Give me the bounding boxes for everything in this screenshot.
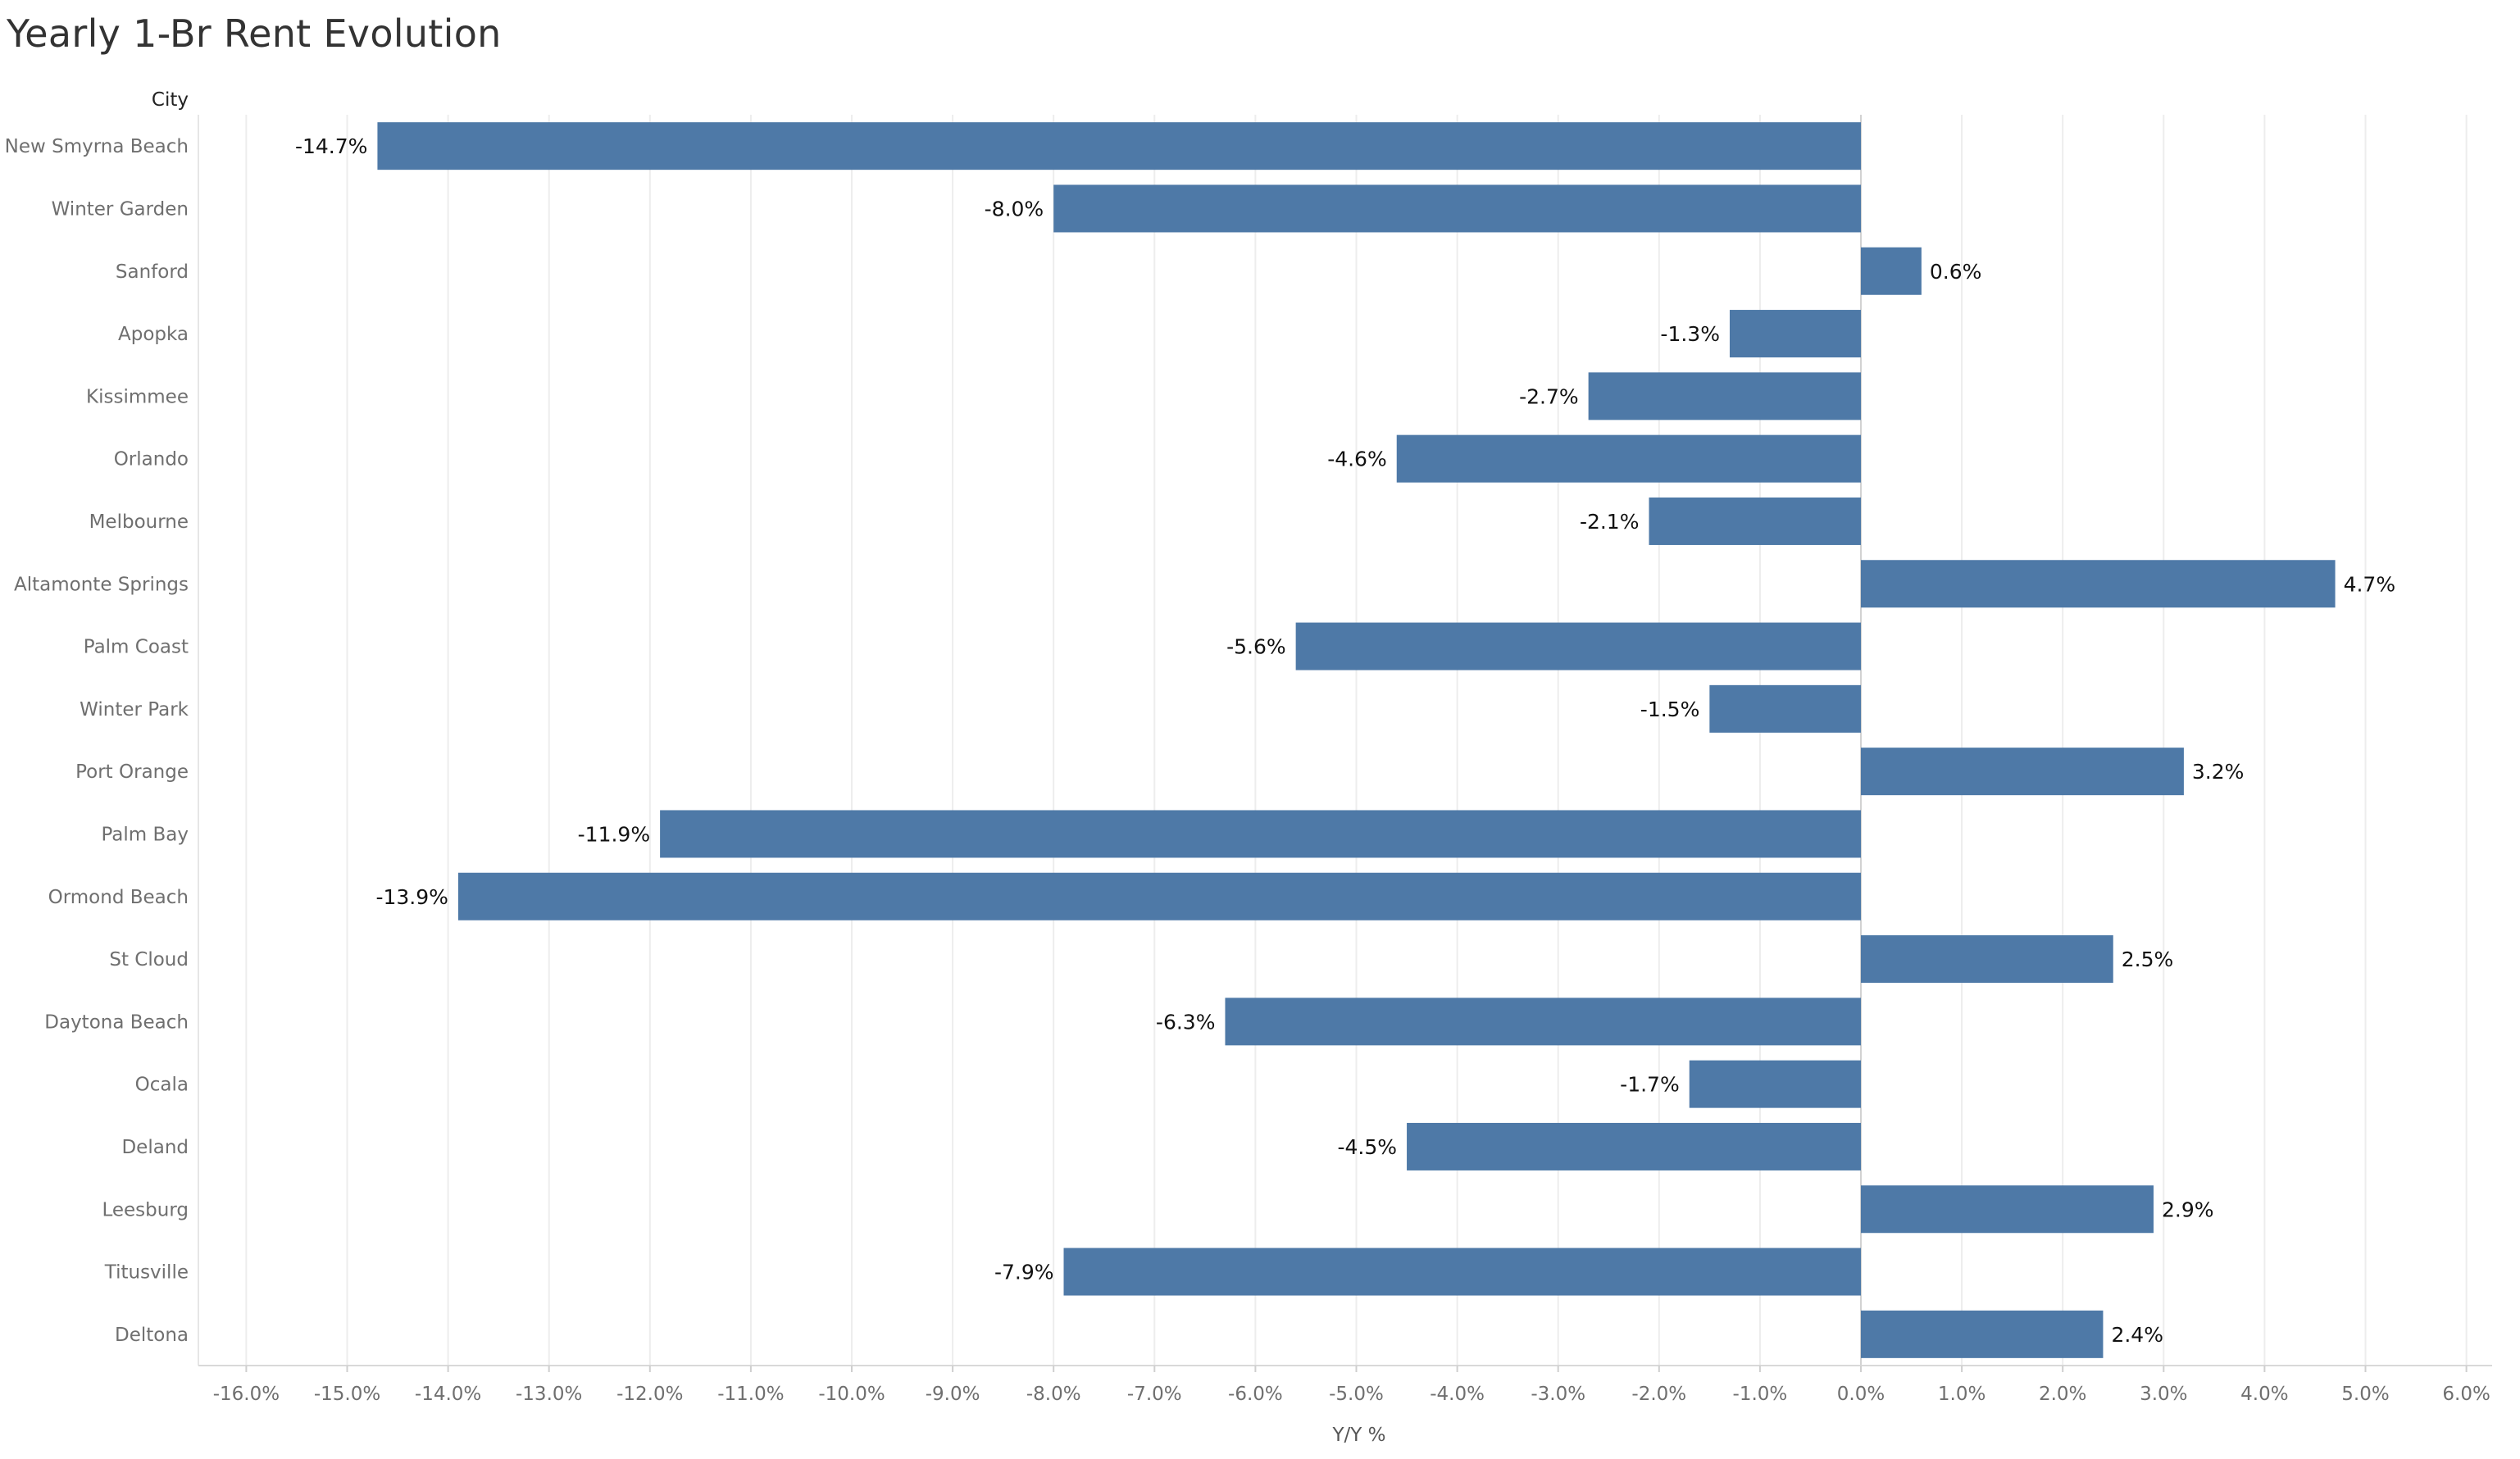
category-label: Orlando xyxy=(114,449,189,470)
x-tick-label: 5.0% xyxy=(2341,1384,2389,1405)
x-tick-label: -10.0% xyxy=(818,1384,885,1405)
category-label: St Cloud xyxy=(109,949,189,970)
bar xyxy=(1709,684,1861,733)
category-label: Sanford xyxy=(116,261,189,283)
bar xyxy=(1407,1122,1861,1170)
category-label: Deland xyxy=(121,1137,189,1158)
data-label: -1.5% xyxy=(1640,698,1700,721)
grid-lines xyxy=(198,115,2492,1366)
bar xyxy=(1861,935,2113,984)
bar xyxy=(1588,372,1861,420)
data-label: 0.6% xyxy=(1930,260,1982,284)
x-tick-label: -1.0% xyxy=(1733,1384,1788,1405)
data-label: 2.5% xyxy=(2122,948,2174,971)
data-label: 2.9% xyxy=(2162,1198,2214,1221)
x-axis-title: Y/Y % xyxy=(1331,1425,1385,1446)
data-label: -4.5% xyxy=(1338,1135,1398,1159)
x-tick-label: -3.0% xyxy=(1531,1384,1585,1405)
data-label: -2.1% xyxy=(1580,510,1640,534)
category-label: Titusville xyxy=(104,1262,189,1284)
data-label: 4.7% xyxy=(2344,572,2396,596)
bar xyxy=(377,122,1862,170)
data-label: -4.6% xyxy=(1327,448,1387,471)
bar xyxy=(1689,1060,1861,1108)
bar xyxy=(1063,1248,1861,1296)
data-label: -5.6% xyxy=(1226,635,1286,659)
x-tick-label: -4.0% xyxy=(1430,1384,1485,1405)
bars: -14.7% -8.0% 0.6% -1.3% -2.7% -4.6% -2.1% 4.7% -… xyxy=(295,122,2395,1358)
x-axis-ticks: -16.0% -15.0% -14.0% -13.0% -12.0% -11.0% -10.… xyxy=(213,1366,2490,1405)
category-label: Palm Coast xyxy=(84,637,189,658)
category-label: Winter Garden xyxy=(52,198,189,220)
x-tick-label: 0.0% xyxy=(1837,1384,1885,1405)
x-tick-label: -8.0% xyxy=(1026,1384,1081,1405)
bar xyxy=(457,872,1862,920)
x-tick-label: -11.0% xyxy=(717,1384,784,1405)
bar xyxy=(1861,560,2336,608)
x-tick-label: 3.0% xyxy=(2140,1384,2187,1405)
category-label: Altamonte Springs xyxy=(14,574,189,595)
x-tick-label: 4.0% xyxy=(2240,1384,2288,1405)
data-label: -11.9% xyxy=(578,822,650,846)
bar xyxy=(1295,622,1861,670)
category-label: Palm Bay xyxy=(101,824,189,845)
data-label: -8.0% xyxy=(985,197,1044,220)
x-tick-label: -12.0% xyxy=(616,1384,683,1405)
x-tick-label: -14.0% xyxy=(415,1384,481,1405)
chart-title: Yearly 1-Br Rent Evolution xyxy=(7,11,502,56)
data-label: 2.4% xyxy=(2111,1323,2163,1347)
bar xyxy=(1225,998,1861,1046)
bar xyxy=(1649,497,1861,545)
data-label: -13.9% xyxy=(375,885,448,909)
category-label: Leesburg xyxy=(102,1199,189,1220)
x-tick-label: -6.0% xyxy=(1228,1384,1283,1405)
bar xyxy=(1861,1185,2154,1234)
bar xyxy=(1053,184,1861,233)
category-label: Kissimmee xyxy=(86,386,189,407)
category-label: Ormond Beach xyxy=(48,887,189,908)
bar xyxy=(660,810,1861,858)
category-label: Melbourne xyxy=(89,511,189,533)
category-label: Ocala xyxy=(135,1075,189,1096)
data-label: 3.2% xyxy=(2192,760,2245,784)
category-label: New Smyrna Beach xyxy=(5,136,189,157)
category-header: City xyxy=(152,89,189,111)
category-labels: New Smyrna Beach Winter Garden Sanford Apop… xyxy=(5,136,189,1346)
category-label: Apopka xyxy=(118,324,189,345)
data-label: -14.7% xyxy=(295,134,367,158)
category-label: Winter Park xyxy=(80,699,189,720)
bar xyxy=(1861,1310,2104,1358)
x-tick-label: -7.0% xyxy=(1127,1384,1182,1405)
data-label: -2.7% xyxy=(1519,384,1579,408)
bar xyxy=(1861,748,2184,796)
bar xyxy=(1861,247,1922,295)
data-label: -1.7% xyxy=(1620,1073,1680,1097)
category-label: Deltona xyxy=(115,1325,189,1346)
x-tick-label: -9.0% xyxy=(926,1384,980,1405)
x-tick-label: -5.0% xyxy=(1329,1384,1384,1405)
category-label: Port Orange xyxy=(75,761,189,783)
x-tick-label: -13.0% xyxy=(516,1384,582,1405)
x-tick-label: 1.0% xyxy=(1938,1384,1986,1405)
x-tick-label: 2.0% xyxy=(2039,1384,2086,1405)
x-tick-label: 6.0% xyxy=(2442,1384,2490,1405)
category-label: Daytona Beach xyxy=(44,1011,189,1033)
bar xyxy=(1729,310,1861,358)
bar xyxy=(1396,434,1861,483)
x-tick-label: -15.0% xyxy=(314,1384,380,1405)
data-label: -7.9% xyxy=(994,1261,1054,1284)
x-tick-label: -2.0% xyxy=(1631,1384,1686,1405)
data-label: -6.3% xyxy=(1156,1010,1216,1034)
x-tick-label: -16.0% xyxy=(213,1384,280,1405)
data-label: -1.3% xyxy=(1660,322,1720,346)
